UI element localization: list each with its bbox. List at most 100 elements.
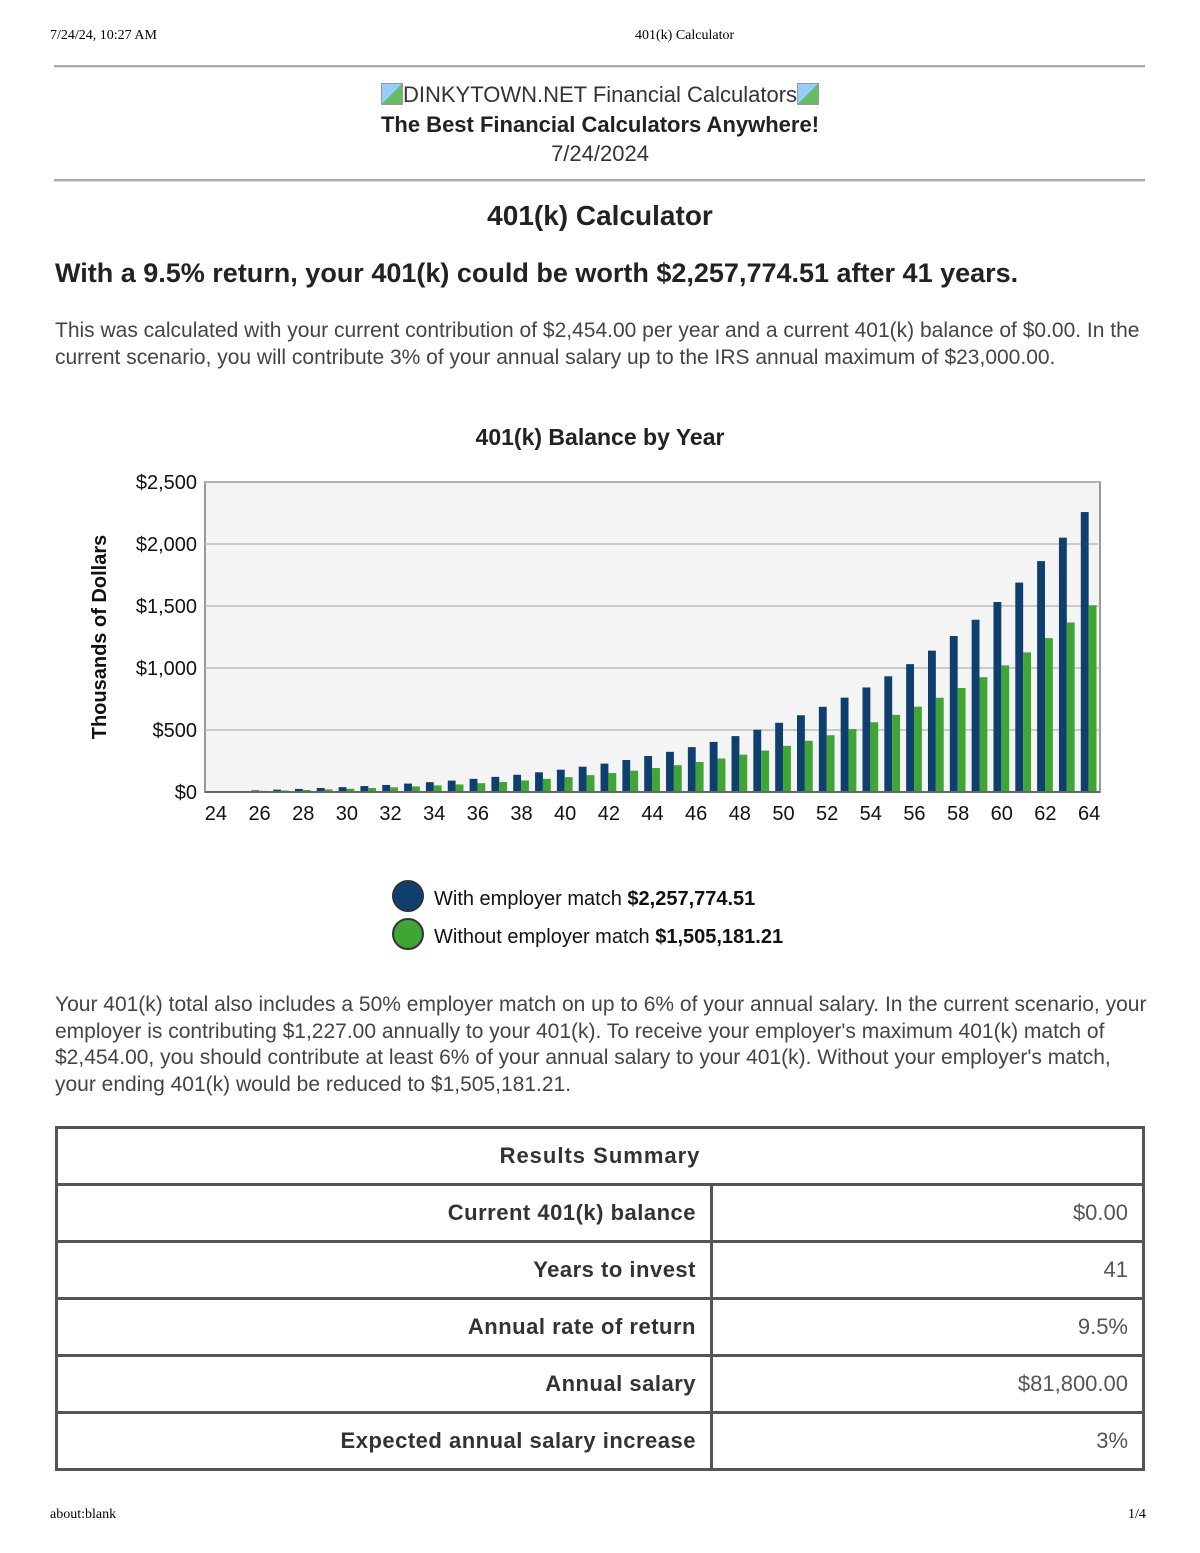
bar-without-match bbox=[957, 687, 966, 792]
bar-without-match bbox=[848, 729, 857, 792]
table-title: Results Summary bbox=[55, 1126, 1145, 1186]
bar-without-match bbox=[608, 773, 617, 792]
bar-with-match bbox=[687, 747, 696, 792]
bar-without-match bbox=[324, 789, 333, 792]
x-tick-label: 38 bbox=[510, 803, 532, 825]
bar-without-match bbox=[804, 740, 813, 792]
legend-swatch bbox=[392, 880, 424, 912]
bar-with-match bbox=[709, 741, 718, 792]
row-label: Years to invest bbox=[55, 1240, 713, 1300]
bar-with-match bbox=[600, 763, 609, 792]
bar-without-match bbox=[1088, 605, 1097, 792]
bar-without-match bbox=[979, 677, 988, 792]
bar-with-match bbox=[273, 789, 281, 792]
row-label: Annual rate of return bbox=[55, 1297, 713, 1357]
bar-without-match bbox=[542, 778, 551, 792]
y-tick-label: $0 bbox=[175, 782, 197, 804]
bar-with-match bbox=[622, 760, 631, 792]
balance-chart: 401(k) Balance by Year Thousands of Doll… bbox=[89, 424, 1101, 825]
x-tick-label: 28 bbox=[292, 803, 314, 825]
bar-without-match bbox=[783, 745, 791, 792]
bar-with-match bbox=[666, 751, 674, 792]
row-value: 41 bbox=[710, 1240, 1145, 1300]
legend-total: $1,505,181.21 bbox=[655, 926, 784, 948]
bar-with-match bbox=[404, 783, 412, 792]
x-tick-label: 40 bbox=[554, 803, 576, 825]
divider bbox=[54, 65, 1145, 68]
bar-without-match bbox=[586, 775, 595, 792]
x-tick-label: 48 bbox=[729, 803, 751, 825]
site-logo[interactable]: DINKYTOWN.NET Financial Calculators bbox=[0, 82, 1200, 108]
x-tick-label: 34 bbox=[423, 803, 445, 825]
bar-with-match bbox=[906, 664, 915, 792]
table-row: Current 401(k) balance $0.00 bbox=[55, 1183, 1145, 1243]
bar-with-match bbox=[382, 784, 391, 792]
results-summary-table: Results Summary Current 401(k) balance $0… bbox=[55, 1126, 1145, 1471]
x-tick-label: 42 bbox=[598, 803, 620, 825]
bar-with-match bbox=[993, 602, 1002, 792]
bar-without-match bbox=[368, 788, 377, 792]
x-tick-label: 30 bbox=[336, 803, 358, 825]
bar-without-match bbox=[739, 754, 748, 792]
bar-without-match bbox=[892, 714, 901, 792]
x-tick-label: 50 bbox=[772, 803, 794, 825]
bar-with-match bbox=[927, 650, 936, 792]
legend-swatch bbox=[392, 918, 424, 950]
bar-without-match bbox=[652, 768, 660, 792]
bar-with-match bbox=[797, 715, 805, 792]
bar-without-match bbox=[630, 770, 639, 792]
bar-without-match bbox=[346, 788, 355, 792]
bar-without-match bbox=[870, 722, 879, 792]
bar-without-match bbox=[499, 781, 508, 792]
legend-item-with-match: With employer match $2,257,774.51 bbox=[392, 880, 755, 912]
bar-with-match bbox=[578, 766, 587, 792]
bar-without-match bbox=[914, 706, 922, 792]
bar-with-match bbox=[1080, 512, 1089, 792]
x-tick-label: 32 bbox=[379, 803, 401, 825]
report-date: 7/24/2024 bbox=[551, 141, 649, 166]
y-tick-label: $1,000 bbox=[136, 658, 197, 680]
bar-with-match bbox=[360, 786, 369, 792]
bar-with-match bbox=[469, 778, 478, 792]
bar-with-match bbox=[1037, 561, 1045, 792]
print-datetime: 7/24/24, 10:27 AM bbox=[50, 28, 157, 43]
bar-without-match bbox=[761, 750, 770, 792]
bar-without-match bbox=[477, 783, 486, 792]
x-tick-label: 64 bbox=[1078, 803, 1100, 825]
bar-with-match bbox=[753, 729, 762, 792]
bar-without-match bbox=[1044, 638, 1053, 792]
x-tick-label: 60 bbox=[991, 803, 1013, 825]
bar-with-match bbox=[316, 788, 325, 792]
legend-label: Without employer match bbox=[434, 926, 650, 948]
bar-with-match bbox=[775, 722, 784, 792]
table-row: Years to invest 41 bbox=[55, 1240, 1145, 1300]
bar-without-match bbox=[1001, 665, 1010, 792]
broken-image-icon bbox=[380, 83, 403, 105]
bar-with-match bbox=[862, 687, 871, 792]
bar-without-match bbox=[411, 786, 420, 792]
bar-without-match bbox=[455, 784, 464, 792]
divider bbox=[54, 179, 1145, 182]
x-tick-label: 52 bbox=[816, 803, 838, 825]
match-text: Your 401(k) total also includes a 50% em… bbox=[55, 993, 1147, 1096]
bar-without-match bbox=[673, 765, 682, 792]
tagline: The Best Financial Calculators Anywhere! bbox=[380, 112, 820, 137]
y-tick-label: $2,500 bbox=[136, 472, 197, 494]
print-url: about:blank bbox=[50, 1507, 117, 1522]
bar-with-match bbox=[971, 619, 980, 792]
bar-with-match bbox=[556, 769, 565, 792]
logo-alt-text: DINKYTOWN.NET Financial Calculators bbox=[402, 82, 798, 107]
table-row: Annual salary $81,800.00 bbox=[55, 1354, 1145, 1414]
bar-without-match bbox=[717, 758, 726, 792]
headline: With a 9.5% return, your 401(k) could be… bbox=[55, 258, 1019, 288]
bar-without-match bbox=[521, 780, 529, 792]
bar-without-match bbox=[433, 785, 442, 792]
x-tick-label: 54 bbox=[860, 803, 882, 825]
chart-title: 401(k) Balance by Year bbox=[476, 424, 725, 450]
y-tick-label: $1,500 bbox=[136, 596, 197, 618]
page-title: 401(k) Calculator bbox=[487, 200, 713, 231]
bar-with-match bbox=[731, 736, 740, 792]
intro-text: This was calculated with your current co… bbox=[55, 319, 1140, 369]
bar-with-match bbox=[949, 636, 958, 792]
